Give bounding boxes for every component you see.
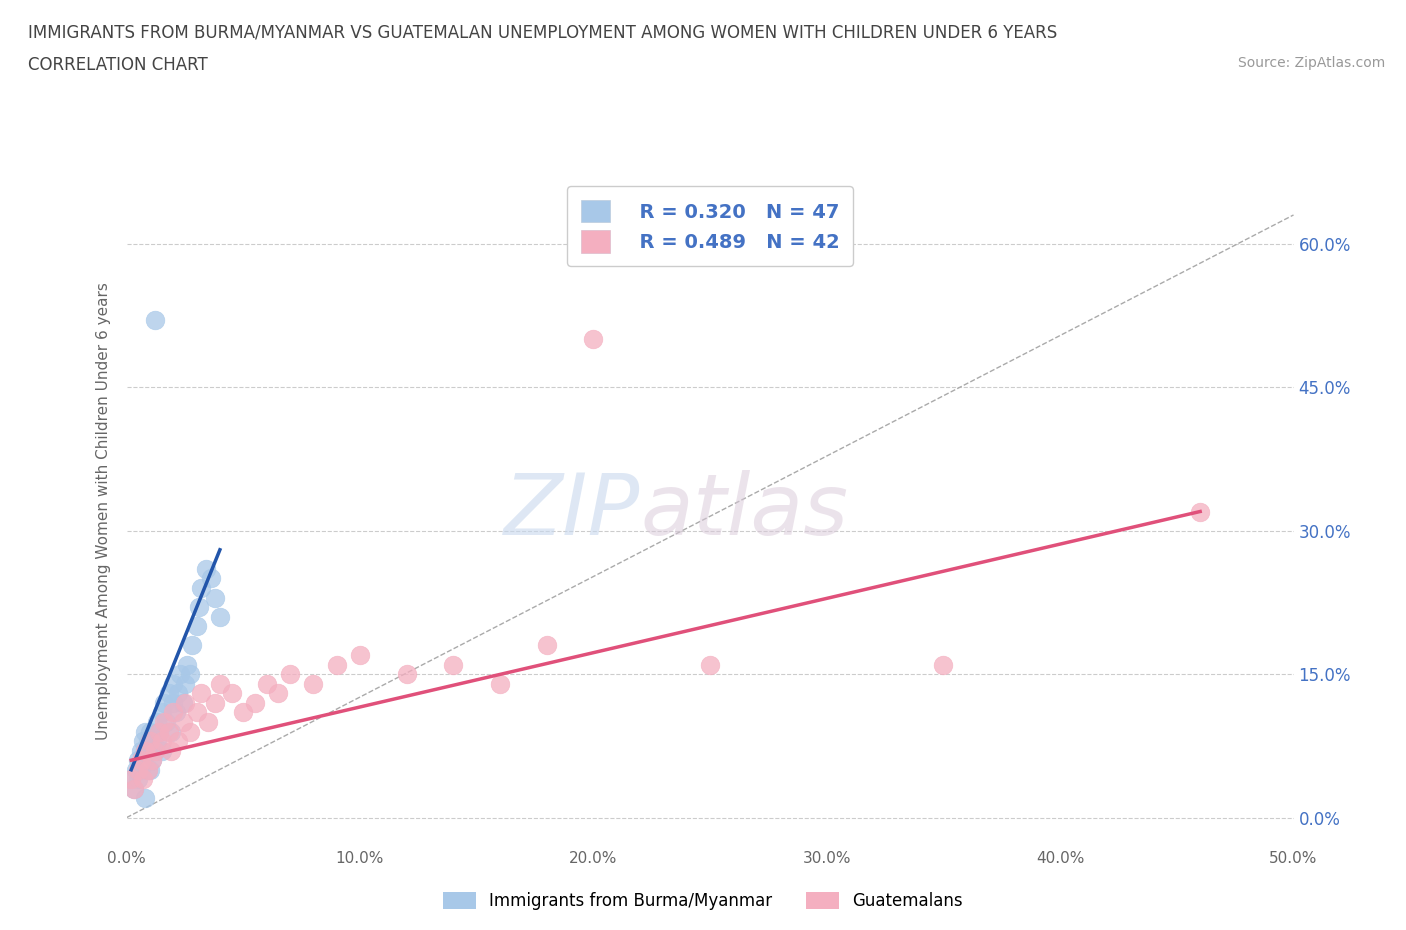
Point [141, 752, 163, 767]
Y-axis label: Unemployment Among Women with Children Under 6 years: Unemployment Among Women with Children U… [96, 283, 111, 740]
Point [1189, 504, 1212, 519]
Point [200, 571, 222, 586]
Point [489, 676, 512, 691]
Point [190, 580, 212, 595]
Point [120, 772, 142, 787]
Point [125, 763, 148, 777]
Point [190, 685, 212, 700]
Point [582, 332, 605, 347]
Point [232, 705, 254, 720]
Point [139, 724, 162, 739]
Point [172, 696, 194, 711]
Point [932, 658, 955, 672]
Text: atlas: atlas [640, 470, 848, 553]
Point [174, 696, 197, 711]
Point [127, 772, 149, 787]
Point [441, 658, 464, 672]
Point [208, 676, 231, 691]
Point [146, 734, 169, 749]
Text: IMMIGRANTS FROM BURMA/MYANMAR VS GUATEMALAN UNEMPLOYMENT AMONG WOMEN WITH CHILDR: IMMIGRANTS FROM BURMA/MYANMAR VS GUATEMA… [28, 23, 1057, 41]
Point [204, 696, 226, 711]
Point [129, 763, 152, 777]
Point [132, 752, 155, 767]
Point [187, 600, 209, 615]
Point [162, 676, 184, 691]
Point [141, 752, 163, 767]
Point [143, 743, 166, 758]
Point [139, 743, 162, 758]
Point [208, 609, 231, 624]
Point [169, 667, 191, 682]
Point [157, 724, 180, 739]
Point [143, 743, 166, 758]
Point [325, 658, 347, 672]
Point [536, 638, 558, 653]
Point [243, 696, 266, 711]
Legend: Immigrants from Burma/Myanmar, Guatemalans: Immigrants from Burma/Myanmar, Guatemala… [436, 885, 970, 917]
Point [122, 781, 145, 796]
Legend:   R = 0.320   N = 47,   R = 0.489   N = 42: R = 0.320 N = 47, R = 0.489 N = 42 [567, 186, 853, 266]
Point [162, 696, 184, 711]
Point [134, 724, 156, 739]
Point [167, 734, 190, 749]
Point [174, 676, 197, 691]
Point [160, 724, 183, 739]
Point [134, 743, 156, 758]
Point [204, 591, 226, 605]
Point [160, 743, 183, 758]
Point [197, 714, 219, 729]
Point [256, 676, 278, 691]
Point [136, 763, 159, 777]
Point [150, 743, 173, 758]
Point [176, 658, 198, 672]
Point [153, 696, 176, 711]
Point [157, 685, 180, 700]
Point [134, 743, 156, 758]
Point [148, 724, 170, 739]
Point [146, 714, 169, 729]
Point [267, 685, 290, 700]
Point [194, 562, 217, 577]
Point [278, 667, 301, 682]
Text: CORRELATION CHART: CORRELATION CHART [28, 56, 208, 73]
Point [120, 772, 142, 787]
Point [172, 714, 194, 729]
Point [136, 734, 159, 749]
Point [129, 743, 152, 758]
Point [134, 791, 156, 806]
Point [132, 772, 155, 787]
Point [179, 667, 201, 682]
Point [141, 734, 163, 749]
Point [143, 312, 166, 327]
Point [221, 685, 243, 700]
Point [150, 734, 173, 749]
Point [153, 714, 176, 729]
Point [162, 705, 184, 720]
Point [129, 752, 152, 767]
Point [349, 647, 371, 662]
Point [127, 763, 149, 777]
Point [699, 658, 721, 672]
Point [150, 705, 173, 720]
Point [165, 705, 187, 720]
Text: Source: ZipAtlas.com: Source: ZipAtlas.com [1237, 56, 1385, 70]
Point [302, 676, 325, 691]
Point [136, 763, 159, 777]
Point [155, 714, 177, 729]
Point [179, 724, 201, 739]
Point [148, 724, 170, 739]
Point [122, 781, 145, 796]
Point [132, 734, 155, 749]
Point [186, 618, 208, 633]
Point [139, 763, 162, 777]
Point [127, 752, 149, 767]
Text: ZIP: ZIP [503, 470, 640, 553]
Point [139, 734, 162, 749]
Point [167, 685, 190, 700]
Point [395, 667, 418, 682]
Point [186, 705, 208, 720]
Point [180, 638, 202, 653]
